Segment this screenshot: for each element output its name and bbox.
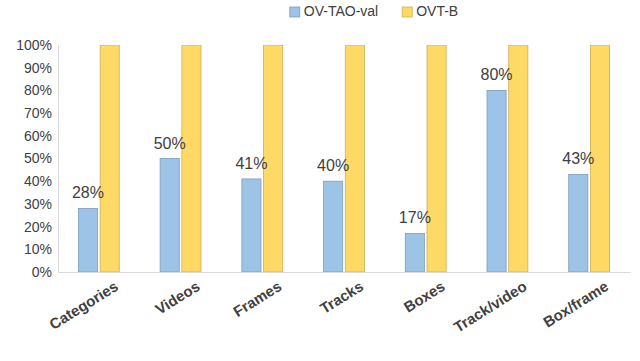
bar [78,208,97,272]
y-tick: 60% [24,128,58,144]
y-tick-label: 80% [24,82,52,98]
y-tick-label: 10% [24,241,52,257]
data-label: 43% [562,150,594,167]
y-tick: 90% [24,60,58,76]
data-label: 50% [154,135,186,152]
y-tick: 30% [24,196,58,212]
x-tick-label: Track/video [450,277,529,335]
y-tick-label: 90% [24,60,52,76]
x-tick-label: Categories [46,277,121,333]
y-axis: 0% 10% 20% 30% 40% 50% 60% 70% 80% 90% 100% [16,37,58,280]
x-tick: Frames [230,272,284,320]
legend: OV-TAO-val OVT-B [290,3,458,19]
y-tick-label: 20% [24,219,52,235]
x-tick: Box/frame [540,272,611,331]
y-tick-label: 70% [24,105,52,121]
y-tick-label: 30% [24,196,52,212]
y-tick: 0% [32,264,58,280]
bar [182,45,201,272]
data-labels: 28% 50% 41% 40% 17% 80% 43% [72,66,594,226]
y-axis-line [58,46,59,273]
y-tick: 50% [24,150,58,166]
y-tick-label: 40% [24,173,52,189]
y-tick: 20% [24,219,58,235]
x-tick-label: Tracks [317,277,366,317]
x-tick: Categories [46,272,121,333]
x-tick-label: Frames [230,277,284,320]
data-label: 17% [399,209,431,226]
x-tick-label: Videos [152,277,202,317]
legend-item: OVT-B [402,3,458,19]
bar [569,174,588,272]
x-axis-line [59,272,631,273]
bar [405,233,424,272]
legend-label: OVT-B [416,3,458,19]
legend-swatch [290,7,300,17]
y-tick-label: 0% [32,264,52,280]
y-tick: 100% [16,37,58,53]
y-tick-label: 100% [16,37,52,53]
data-label: 28% [72,184,104,201]
legend-item: OV-TAO-val [290,3,378,19]
x-tick: Tracks [317,272,366,317]
bar [487,90,506,272]
bar [242,179,261,272]
x-tick-label: Box/frame [540,277,611,330]
plot: 0% 10% 20% 30% 40% 50% 60% 70% 80% 90% 100% Categor… [16,37,630,335]
bar [427,45,446,272]
y-tick: 70% [24,105,58,121]
y-tick-label: 60% [24,128,52,144]
data-label: 80% [481,66,513,83]
y-tick: 10% [24,241,58,257]
y-tick: 40% [24,173,58,189]
legend-swatch [402,7,412,17]
legend-label: OV-TAO-val [304,3,378,19]
data-label: 41% [235,155,267,172]
y-tick-label: 50% [24,150,52,166]
bar [100,45,119,272]
chart: 0% 10% 20% 30% 40% 50% 60% 70% 80% 90% 100% Categor… [0,0,640,361]
bar [324,181,343,272]
y-tick: 80% [24,82,58,98]
x-tick: Videos [152,272,202,318]
data-label: 40% [317,157,349,174]
x-tick: Track/video [450,272,529,335]
x-tick-label: Boxes [401,277,448,315]
bar [160,159,179,273]
series-bars [100,45,609,272]
bars [78,45,609,272]
x-tick: Boxes [401,272,448,316]
x-axis: Categories Videos Frames Tracks BoxesTrack/v… [46,272,630,335]
